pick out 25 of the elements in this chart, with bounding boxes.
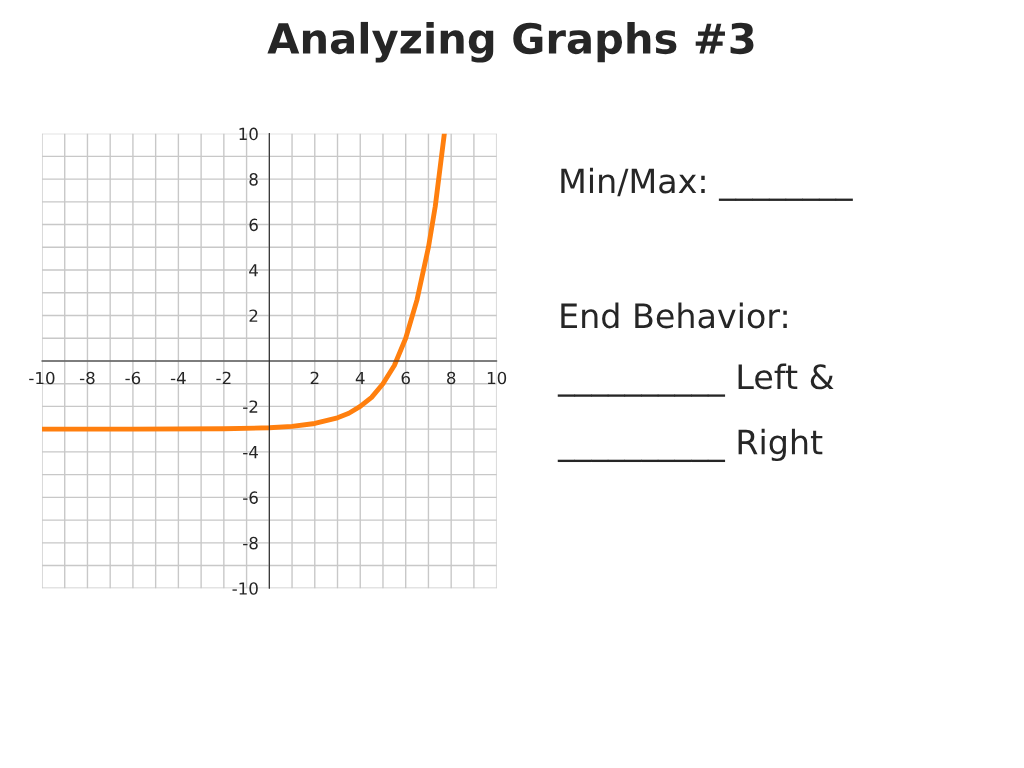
text: __________ Right	[557, 428, 823, 463]
y-tick-label: -6	[243, 491, 258, 504]
x-tick-label: 10	[487, 371, 507, 385]
y-tick-label: 6	[249, 218, 258, 232]
y-tick-label: 2	[249, 309, 258, 322]
x-tick-label: -8	[79, 371, 95, 385]
text: Min/Max: ________	[561, 167, 853, 201]
x-tick-label: -2	[216, 371, 231, 385]
y-tick-label: -10	[232, 582, 258, 595]
chart-title: Analyzing Graphs #3	[267, 21, 754, 63]
x-tick-label: -6	[125, 371, 141, 385]
y-tick-label: -8	[243, 536, 258, 550]
x-tick-label: 4	[355, 371, 365, 385]
text: End Behavior:	[561, 302, 787, 329]
y-tick-label: 10	[239, 127, 258, 141]
y-tick-label: 8	[249, 173, 258, 186]
y-tick-label: -4	[243, 446, 258, 459]
y-tick-label: 4	[249, 264, 258, 277]
x-tick-label: 6	[401, 371, 410, 385]
y-tick-label: -2	[243, 400, 258, 413]
x-tick-label: -4	[170, 371, 186, 385]
text: __________ Left &	[557, 363, 834, 397]
x-tick-label: 8	[447, 371, 456, 385]
x-tick-label: 2	[310, 371, 319, 385]
x-tick-label: -10	[29, 371, 55, 385]
